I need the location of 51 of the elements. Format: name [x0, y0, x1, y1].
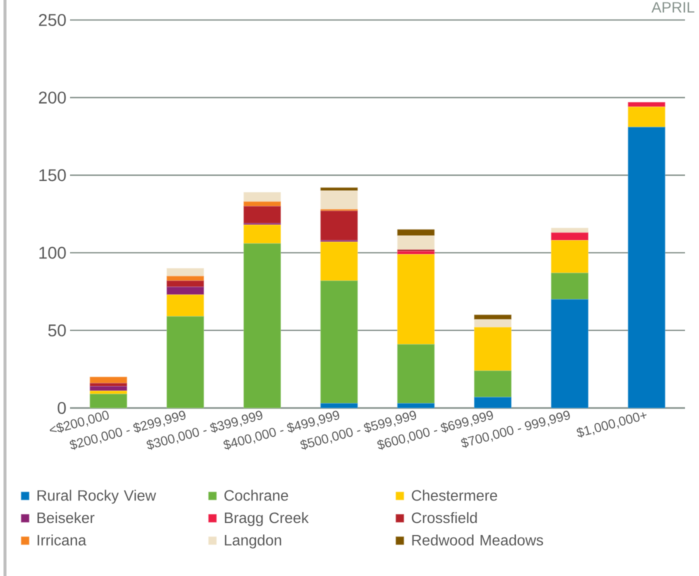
bar [243, 243, 281, 408]
bar [397, 236, 435, 250]
bar [90, 376, 128, 384]
bar [628, 106, 666, 128]
bar [166, 286, 204, 295]
bar [474, 370, 512, 398]
bar [320, 242, 358, 281]
bar [166, 294, 204, 317]
legend-label: Crossfield [412, 512, 477, 524]
bar [320, 190, 358, 210]
bar [628, 102, 666, 108]
bar [550, 272, 588, 300]
bar [397, 403, 435, 408]
bar [397, 344, 435, 404]
bar [243, 201, 281, 206]
bar [550, 228, 588, 233]
bar [474, 319, 512, 328]
bar [397, 254, 435, 345]
bar [166, 280, 204, 288]
bar [90, 394, 128, 408]
legend-label: Cochrane [224, 490, 288, 501]
bar [628, 126, 666, 408]
bar [474, 327, 512, 371]
bar [243, 192, 281, 202]
bar [320, 210, 358, 241]
bar [243, 206, 281, 224]
bar [90, 386, 128, 392]
bar [320, 280, 358, 404]
bar [550, 232, 588, 241]
bar [550, 299, 588, 408]
y-tick-label: 250 [38, 14, 66, 26]
legend-label: Redwood Meadows [412, 534, 544, 546]
bar [243, 224, 281, 244]
bar [166, 276, 204, 281]
bar [166, 316, 204, 408]
legend-label: Chestermere [412, 490, 498, 501]
y-tick-label: 200 [38, 92, 66, 104]
y-tick-label: 150 [39, 169, 66, 182]
bar [320, 403, 358, 408]
legend-label: Irricana [38, 534, 86, 546]
bar [166, 268, 204, 276]
legend-label: Rural Rocky View [38, 490, 156, 504]
y-tick-label: 50 [48, 324, 66, 336]
legend-label: Bragg Creek [224, 512, 309, 526]
y-tick-label: 100 [39, 246, 66, 259]
bar [397, 229, 435, 236]
bar [474, 396, 512, 408]
legend-label: Langdon [224, 534, 282, 548]
legend-label: Beiseker [38, 512, 94, 524]
chart-title: APRIL [651, 2, 694, 13]
bar [550, 240, 588, 274]
